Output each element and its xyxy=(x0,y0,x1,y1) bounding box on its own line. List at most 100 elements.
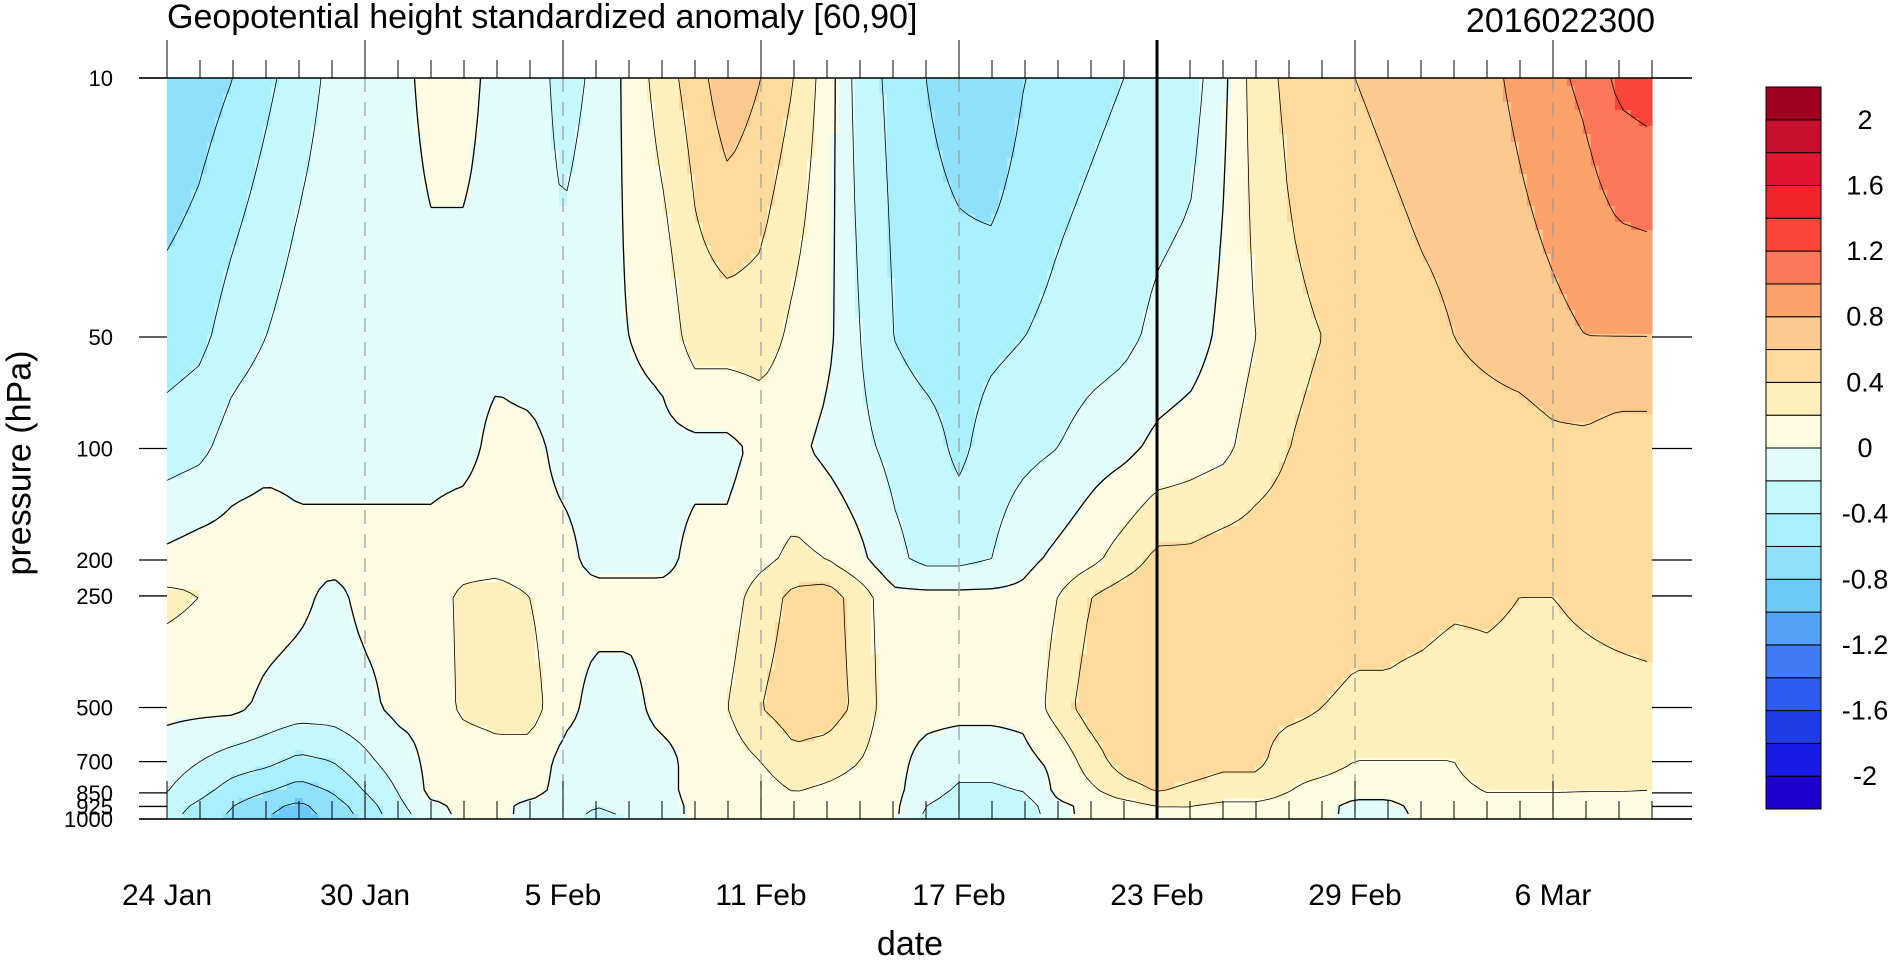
field-cell xyxy=(1343,78,1352,87)
field-cell xyxy=(1087,134,1096,143)
field-cell xyxy=(1511,174,1520,183)
field-cell xyxy=(943,118,952,127)
field-cell xyxy=(223,246,232,255)
field-cell xyxy=(1567,190,1576,199)
field-cell xyxy=(1559,86,1568,95)
field-cell xyxy=(375,278,384,287)
field-cell xyxy=(1375,118,1384,127)
field-cell xyxy=(175,254,184,263)
field-cell xyxy=(1311,238,1320,247)
field-cell xyxy=(567,206,576,215)
field-cell xyxy=(1127,262,1136,271)
field-cell xyxy=(487,94,496,103)
field-cell xyxy=(1591,126,1600,135)
field-cell xyxy=(727,166,736,175)
field-cell xyxy=(175,102,184,111)
field-cell xyxy=(687,134,696,143)
field-cell xyxy=(1143,166,1152,175)
field-cell xyxy=(639,126,648,135)
field-cell xyxy=(255,126,264,135)
field-cell xyxy=(1359,142,1368,151)
field-cell xyxy=(863,182,872,191)
field-cell xyxy=(1591,278,1600,287)
field-cell xyxy=(511,158,520,167)
field-cell xyxy=(1647,118,1653,127)
field-cell xyxy=(191,134,200,143)
field-cell xyxy=(535,134,544,143)
field-cell xyxy=(1223,206,1232,215)
field-cell xyxy=(583,134,592,143)
field-cell xyxy=(759,150,768,159)
field-cell xyxy=(911,182,920,191)
field-cell xyxy=(815,110,824,119)
field-cell xyxy=(903,166,912,175)
field-cell xyxy=(983,102,992,111)
field-cell xyxy=(1567,198,1576,207)
field-cell xyxy=(903,254,912,263)
field-cell xyxy=(1567,174,1576,183)
field-cell xyxy=(911,206,920,215)
field-cell xyxy=(367,262,376,271)
field-cell xyxy=(183,246,192,255)
field-cell xyxy=(343,158,352,167)
field-cell xyxy=(1239,286,1248,295)
field-cell xyxy=(1263,166,1272,175)
field-cell xyxy=(1327,110,1336,119)
field-cell xyxy=(455,134,464,143)
field-cell xyxy=(327,190,336,199)
field-cell xyxy=(615,134,624,143)
field-cell xyxy=(983,118,992,127)
field-cell xyxy=(895,166,904,175)
field-cell xyxy=(199,110,208,119)
field-cell xyxy=(1575,86,1584,95)
field-cell xyxy=(591,222,600,231)
field-cell xyxy=(671,134,680,143)
field-cell xyxy=(927,262,936,271)
field-cell xyxy=(503,254,512,263)
field-cell xyxy=(1383,222,1392,231)
field-cell xyxy=(1479,182,1488,191)
field-cell xyxy=(1647,222,1653,231)
field-cell xyxy=(1103,150,1112,159)
field-cell xyxy=(1199,190,1208,199)
field-cell xyxy=(1159,230,1168,239)
field-cell xyxy=(1479,270,1488,279)
field-cell xyxy=(999,222,1008,231)
field-cell xyxy=(455,198,464,207)
field-cell xyxy=(1415,174,1424,183)
field-cell xyxy=(607,134,616,143)
field-cell xyxy=(199,166,208,175)
field-cell xyxy=(463,230,472,239)
field-cell xyxy=(303,118,312,127)
field-cell xyxy=(703,198,712,207)
field-cell xyxy=(799,190,808,199)
field-cell xyxy=(1055,110,1064,119)
field-cell xyxy=(1479,110,1488,119)
field-cell xyxy=(871,150,880,159)
field-cell xyxy=(1239,94,1248,103)
field-cell xyxy=(1031,150,1040,159)
field-cell xyxy=(719,222,728,231)
field-cell xyxy=(1015,270,1024,279)
field-cell xyxy=(1175,102,1184,111)
field-cell xyxy=(1399,86,1408,95)
field-cell xyxy=(1223,214,1232,223)
field-cell xyxy=(679,254,688,263)
field-cell xyxy=(1135,206,1144,215)
field-cell xyxy=(1431,222,1440,231)
field-cell xyxy=(895,286,904,295)
field-cell xyxy=(303,134,312,143)
field-cell xyxy=(967,126,976,135)
field-cell xyxy=(799,254,808,263)
field-cell xyxy=(567,246,576,255)
field-cell xyxy=(1367,198,1376,207)
field-cell xyxy=(1511,278,1520,287)
field-cell xyxy=(895,238,904,247)
field-cell xyxy=(663,278,672,287)
field-cell xyxy=(719,238,728,247)
field-cell xyxy=(1559,214,1568,223)
field-cell xyxy=(655,198,664,207)
field-cell xyxy=(535,86,544,95)
field-cell xyxy=(1407,150,1416,159)
field-cell xyxy=(1135,102,1144,111)
